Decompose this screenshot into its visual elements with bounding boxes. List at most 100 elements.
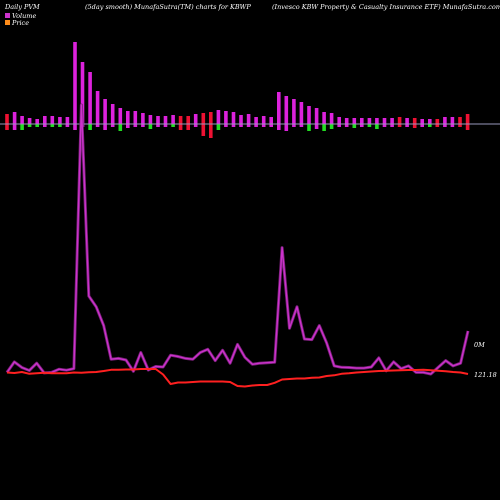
volume-bar-lower [269, 124, 273, 127]
volume-bar-lower [299, 124, 304, 127]
volume-bar-lower [88, 124, 92, 130]
volume-bar-lower [390, 124, 394, 127]
volume-bar [231, 112, 236, 124]
volume-bar-lower [126, 124, 130, 128]
volume-bar [216, 110, 221, 124]
volume-bar-lower [337, 124, 341, 127]
volume-line [6, 104, 469, 375]
volume-bar [465, 114, 470, 124]
volume-bar-lower [186, 124, 190, 130]
volume-bar-lower [103, 124, 107, 130]
volume-bar-lower [246, 124, 251, 127]
volume-bar [367, 118, 372, 124]
volume-bar [209, 112, 213, 124]
volume-bar [337, 117, 341, 124]
volume-bar [397, 117, 402, 124]
volume-bar [58, 117, 62, 124]
volume-bar [118, 108, 123, 124]
legend: Volume Price [5, 12, 36, 27]
volume-bar [171, 115, 175, 124]
volume-bar [148, 115, 153, 124]
volume-end-label: 0M [474, 341, 485, 349]
volume-bar-lower [58, 124, 62, 127]
volume-bar-lower [216, 124, 221, 130]
volume-bar [352, 118, 357, 124]
legend-label-volume: Volume [12, 12, 36, 20]
volume-bar-lower [110, 124, 115, 127]
volume-bar [435, 119, 440, 124]
volume-bar-lower [95, 124, 100, 127]
volume-bar-lower [382, 124, 387, 127]
volume-bar [163, 116, 168, 124]
volume-bar-lower [292, 124, 296, 127]
volume-bar-lower [163, 124, 168, 127]
volume-bar [239, 115, 243, 124]
volume-bar-lower [412, 124, 417, 128]
volume-bar [224, 111, 228, 124]
volume-bar-lower [254, 124, 258, 127]
volume-bar [405, 118, 409, 124]
volume-bar [133, 111, 138, 124]
volume-bar [329, 113, 334, 124]
volume-bar-lower [352, 124, 357, 128]
volume-bar-lower [65, 124, 70, 127]
volume-bar [126, 111, 130, 124]
volume-bar [428, 119, 432, 124]
volume-bar [269, 117, 273, 124]
volume-bar [382, 118, 387, 124]
volume-bar [5, 114, 9, 124]
volume-bar [80, 62, 85, 124]
volume-bar [254, 117, 258, 124]
volume-bar [35, 119, 39, 124]
volume-bar [156, 116, 160, 124]
volume-bar-lower [239, 124, 243, 127]
volume-bar-lower [405, 124, 409, 127]
volume-bar [299, 102, 304, 124]
volume-bar-lower [141, 124, 145, 127]
volume-bar-lower [428, 124, 432, 127]
volume-bar [95, 91, 100, 124]
volume-bar [292, 99, 296, 124]
volume-bar [27, 118, 32, 124]
volume-bar [50, 116, 55, 124]
volume-bar-lower [73, 124, 77, 130]
line-series [5, 103, 470, 388]
volume-bar [277, 92, 281, 124]
chart-type-label: Daily PVM [4, 3, 40, 11]
volume-bar-lower [5, 124, 9, 130]
volume-bar-lower [148, 124, 153, 129]
volume-bar-lower [224, 124, 228, 127]
volume-bars [5, 42, 470, 138]
volume-bar-lower [314, 124, 319, 129]
volume-bar-lower [118, 124, 123, 131]
legend-swatch-price [5, 20, 10, 25]
volume-bar-lower [171, 124, 175, 127]
volume-bar-lower [27, 124, 32, 127]
volume-bar [193, 114, 198, 124]
volume-bar-lower [450, 124, 455, 127]
volume-bar-lower [360, 124, 364, 127]
volume-bar [458, 117, 462, 124]
volume-bar-lower [367, 124, 372, 127]
chart-subtitle: (Invesco KBW Property & Casualty Insuran… [272, 3, 500, 11]
volume-bar-lower [20, 124, 24, 130]
volume-bar-lower [261, 124, 266, 127]
chart-title: (5day smooth) MunafaSutra(TM) charts for… [85, 3, 251, 11]
volume-bar-lower [443, 124, 447, 127]
volume-bar-lower [344, 124, 349, 127]
volume-bar [344, 118, 349, 124]
volume-bar [88, 72, 92, 124]
volume-bar-lower [397, 124, 402, 127]
volume-bar-lower [458, 124, 462, 127]
volume-bar [201, 113, 206, 124]
volume-bar [420, 119, 424, 124]
volume-bar [65, 117, 70, 124]
volume-bar [246, 114, 251, 124]
legend-swatch-volume [5, 13, 10, 18]
volume-bar-lower [231, 124, 236, 127]
volume-bar [261, 116, 266, 124]
volume-bar-lower [465, 124, 470, 130]
volume-bar-lower [322, 124, 326, 131]
volume-bar [322, 112, 326, 124]
